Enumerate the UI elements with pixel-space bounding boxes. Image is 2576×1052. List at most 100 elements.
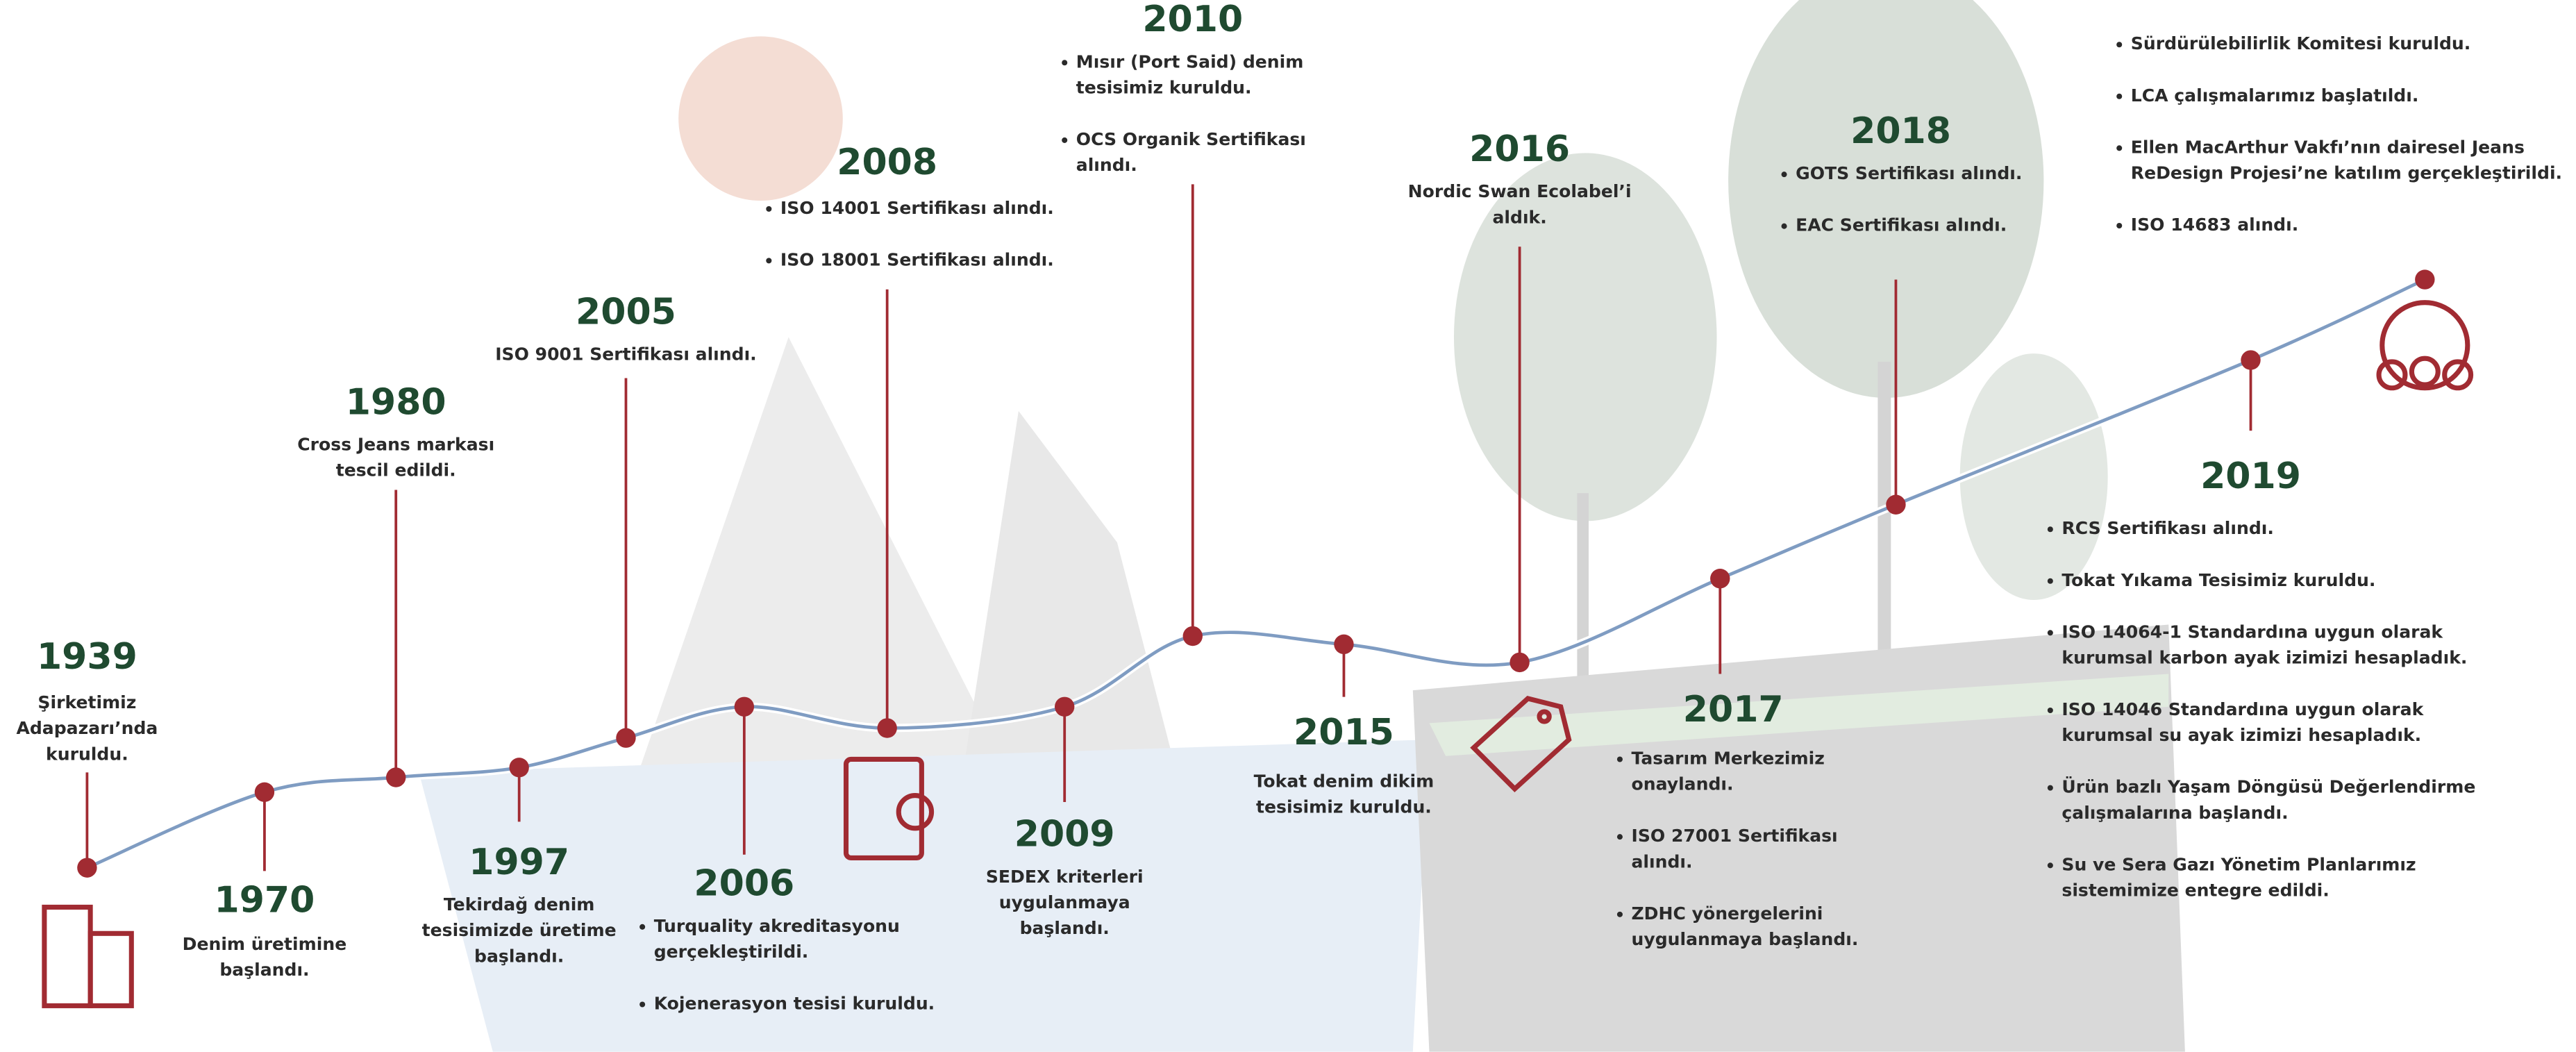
bullet <box>639 1001 645 1007</box>
bullet <box>1062 137 1067 143</box>
event-text: başlandı. <box>219 960 309 980</box>
event-text: ISO 14064-1 Standardına uygun olarak <box>2061 621 2443 642</box>
event-text: başlandı. <box>1020 918 1110 938</box>
event-text: aldık. <box>1492 207 1546 227</box>
event-text: ISO 14683 alındı. <box>2131 215 2298 235</box>
event-text: Şirketimiz <box>37 692 136 712</box>
bullet <box>2048 862 2053 868</box>
event: 1980 Cross Jeans markası tescil edildi. <box>297 381 494 787</box>
dot <box>77 858 97 877</box>
dot <box>735 697 754 717</box>
event-text: GOTS Sertifikası alındı. <box>1796 163 2022 183</box>
bullet <box>1617 834 1623 840</box>
dot <box>1334 635 1353 654</box>
dot <box>1183 626 1203 646</box>
dot <box>386 767 405 787</box>
bullet <box>766 206 771 212</box>
event-text: Su ve Sera Gazı Yönetim Planlarımız <box>2061 854 2416 874</box>
bullet <box>2048 578 2053 584</box>
dot <box>509 758 528 777</box>
bullet <box>2048 708 2053 713</box>
year: 2010 <box>1142 0 1243 40</box>
bullet <box>2116 94 2122 99</box>
year: 2019 <box>2200 456 2301 497</box>
event-text: EAC Sertifikası alındı. <box>1796 215 2007 235</box>
background <box>419 0 2185 1052</box>
timeline: 1939 Şirketimiz Adapazarı’nda kuruldu. 1970 D… <box>0 0 2576 1052</box>
event-text: ISO 14046 Standardına uygun olarak <box>2061 699 2424 719</box>
event-text: LCA çalışmalarımız başlatıldı. <box>2131 85 2419 106</box>
event-text: kurumsal su ayak izimizi hesapladık. <box>2061 725 2421 745</box>
event-text: Tokat Yıkama Tesisimiz kuruldu. <box>2061 570 2375 590</box>
year: 2017 <box>1683 689 1784 730</box>
dot <box>1055 697 1074 717</box>
event: Sürdürülebilirlik Komitesi kuruldu. LCA ç… <box>2116 33 2562 290</box>
year: 2008 <box>837 142 937 183</box>
event-text: uygulanmaya <box>999 892 1130 912</box>
year: 2005 <box>576 291 676 333</box>
event-text: çalışmalarına başlandı. <box>2061 803 2288 823</box>
bullet <box>2048 630 2053 635</box>
event-text: ISO 27001 Sertifikası <box>1632 826 1838 846</box>
dot <box>2241 350 2260 369</box>
bullet <box>2116 145 2122 151</box>
event-text: tesisimiz kuruldu. <box>1256 797 1432 817</box>
bullet <box>2048 526 2053 532</box>
event-text: tescil edildi. <box>336 460 456 481</box>
bullet <box>1617 756 1623 762</box>
event-text: alındı. <box>1076 155 1137 175</box>
event-text: tesisimizde üretime <box>422 920 617 940</box>
bullet <box>2116 42 2122 47</box>
event-text: ISO 9001 Sertifikası alındı. <box>495 344 756 364</box>
dot <box>2415 269 2434 289</box>
event-text: Tokat denim dikim <box>1254 771 1435 792</box>
event-text: ReDesign Projesi’ne katılım gerçekleştir… <box>2131 162 2562 183</box>
year: 2009 <box>1014 814 1115 855</box>
event-text: kuruldu. <box>46 744 128 764</box>
event-text: Mısır (Port Said) denim <box>1076 51 1304 72</box>
event-text: başlandı. <box>474 946 564 966</box>
dot <box>877 718 896 737</box>
event: 2015 Tokat denim dikim tesisimiz kuruldu. <box>1254 635 1435 817</box>
event-text: ISO 18001 Sertifikası alındı. <box>780 249 1054 269</box>
bullet <box>639 924 645 930</box>
bullet <box>1782 224 1787 229</box>
event-text: sistemimize entegre edildi. <box>2061 880 2329 900</box>
year: 2016 <box>1469 128 1570 170</box>
event-text: Ürün bazlı Yaşam Döngüsü Değerlendirme <box>2061 776 2475 797</box>
event-text: gerçekleştirildi. <box>654 942 809 962</box>
dot <box>1509 653 1529 672</box>
event-text: Cross Jeans markası <box>297 435 494 455</box>
event-text: ISO 14001 Sertifikası alındı. <box>780 198 1054 218</box>
bullet <box>2116 223 2122 228</box>
year: 1980 <box>346 381 446 423</box>
event-text: Sürdürülebilirlik Komitesi kuruldu. <box>2131 33 2471 53</box>
year: 2006 <box>694 863 794 905</box>
dot <box>616 728 635 748</box>
bullet <box>766 258 771 263</box>
event-text: Kojenerasyon tesisi kuruldu. <box>654 994 935 1014</box>
year: 1939 <box>37 636 137 678</box>
event-text: OCS Organik Sertifikası <box>1076 129 1306 149</box>
event-text: tesisimiz kuruldu. <box>1076 77 1252 97</box>
event-text: Denim üretimine <box>183 934 347 954</box>
event-text: Turquality akreditasyonu <box>654 916 900 936</box>
year: 2018 <box>1850 110 1951 152</box>
bullet <box>1782 172 1787 177</box>
dot <box>255 783 274 802</box>
dot <box>1710 569 1730 588</box>
page: 1939 Şirketimiz Adapazarı’nda kuruldu. 1970 D… <box>0 0 2576 1052</box>
event-text: ZDHC yönergelerini <box>1632 903 1823 924</box>
year: 1970 <box>215 879 315 921</box>
event-text: Nordic Swan Ecolabel’i <box>1408 181 1632 201</box>
event-text: Tekirdağ denim <box>444 894 595 915</box>
event-text: Ellen MacArthur Vakfı’nın dairesel Jeans <box>2131 137 2525 157</box>
event-text: kurumsal karbon ayak izimizi hesapladık. <box>2061 647 2467 667</box>
bullet <box>1062 60 1067 65</box>
year: 2015 <box>1294 712 1394 753</box>
event-text: onaylandı. <box>1632 774 1734 794</box>
event-text: uygulanmaya başlandı. <box>1632 929 1859 949</box>
bullet <box>2048 785 2053 791</box>
event-text: Adapazarı’nda <box>16 718 158 738</box>
